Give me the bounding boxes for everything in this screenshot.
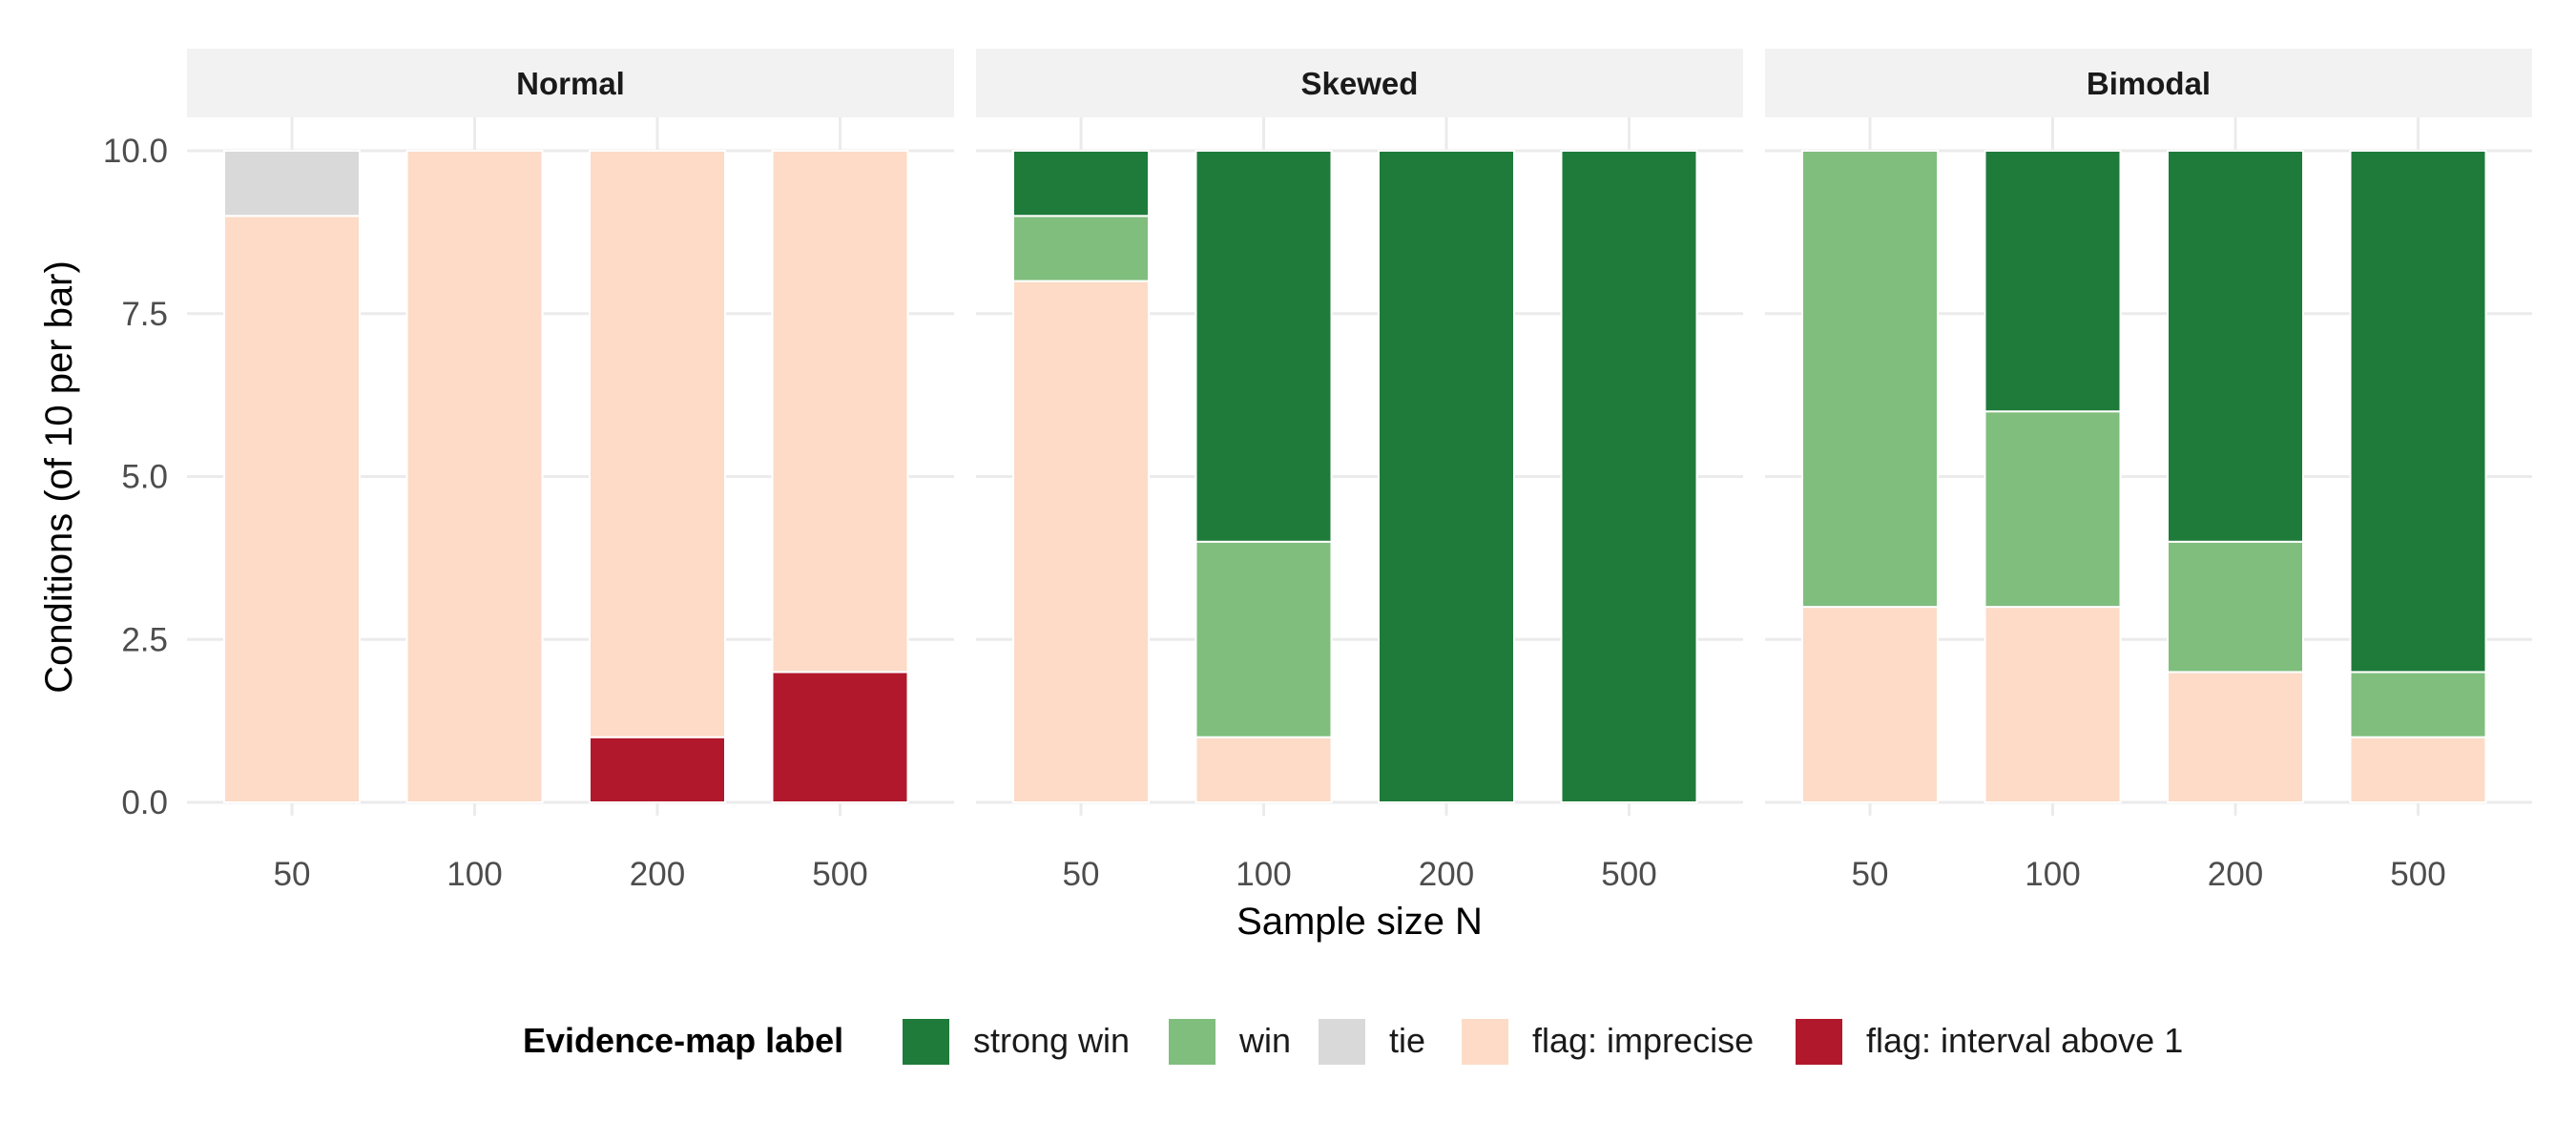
x-tick-label-skewed-200: 200 [1419, 856, 1474, 893]
facet-title-skewed: Skewed [1301, 66, 1419, 101]
bar-segment-skewed-200-strong-win [1378, 150, 1515, 803]
x-tick-label-bimodal-200: 200 [2208, 856, 2263, 893]
bar-segment-bimodal-100-strong-win [1984, 150, 2122, 413]
bar-segment-bimodal-50-win [1801, 150, 1939, 609]
x-tick-label-normal-50: 50 [274, 856, 311, 893]
x-tick-label-bimodal-50: 50 [1852, 856, 1889, 893]
bar-segment-skewed-100-win [1195, 540, 1333, 738]
facet-panel-normal: Normal 50 100 200 500 [187, 49, 954, 893]
facet-panel-skewed: Skewed 50 100 200 500 [976, 49, 1743, 893]
bar-segment-normal-200-flag-interval-above-1 [589, 736, 726, 804]
legend-key-tie [1319, 1019, 1365, 1065]
bar-segment-skewed-50-win [1012, 215, 1150, 282]
bar-segment-bimodal-50-flag-imprecise [1801, 606, 1939, 803]
y-axis-title: Conditions (of 10 per bar) [38, 260, 80, 694]
facet-strip-bimodal [1765, 49, 2532, 117]
legend: Evidence-map label strong win win tie flag: … [523, 1019, 2183, 1065]
legend-label-strong-win: strong win [973, 1021, 1130, 1060]
y-tick-label: 2.5 [121, 621, 168, 658]
legend-label-win: win [1238, 1021, 1291, 1060]
legend-label-flag-interval-above-1: flag: interval above 1 [1866, 1021, 2183, 1060]
bar-segment-normal-50-flag-imprecise [223, 215, 361, 804]
bar-segment-bimodal-100-flag-imprecise [1984, 606, 2122, 803]
bar-segment-skewed-100-flag-imprecise [1195, 736, 1333, 804]
x-tick-label-bimodal-500: 500 [2390, 856, 2445, 893]
legend-label-tie: tie [1389, 1021, 1425, 1060]
y-tick-label: 7.5 [121, 296, 168, 333]
y-tick-label: 10.0 [103, 133, 168, 170]
x-tick-label-skewed-500: 500 [1601, 856, 1656, 893]
facet-strip-skewed [976, 49, 1743, 117]
legend-key-win [1169, 1019, 1215, 1065]
legend-key-flag-imprecise [1462, 1019, 1508, 1065]
facet-title-bimodal: Bimodal [2087, 66, 2211, 101]
bar-segment-normal-50-tie [223, 150, 361, 218]
bar-segment-bimodal-500-flag-imprecise [2349, 736, 2487, 804]
facet-strip-normal [187, 49, 954, 117]
bar-segment-bimodal-100-win [1984, 410, 2122, 609]
bar-segment-normal-200-flag-imprecise [589, 150, 726, 738]
y-tick-label: 0.0 [121, 784, 168, 821]
x-tick-label-skewed-100: 100 [1236, 856, 1291, 893]
bar-segment-skewed-50-flag-imprecise [1012, 280, 1150, 804]
bar-segment-bimodal-500-win [2349, 671, 2487, 738]
x-axis-title: Sample size N [1236, 901, 1483, 943]
y-tick-label: 5.0 [121, 459, 168, 496]
bar-segment-skewed-100-strong-win [1195, 150, 1333, 543]
x-tick-label-bimodal-100: 100 [2025, 856, 2080, 893]
bar-segment-bimodal-200-win [2167, 540, 2304, 674]
x-tick-label-normal-100: 100 [447, 856, 502, 893]
bar-segment-normal-500-flag-imprecise [771, 150, 909, 674]
legend-title: Evidence-map label [523, 1021, 843, 1060]
bar-segment-skewed-500-strong-win [1560, 150, 1698, 803]
bar-segment-bimodal-500-strong-win [2349, 150, 2487, 674]
facet-title-normal: Normal [516, 66, 625, 101]
x-tick-label-skewed-50: 50 [1063, 856, 1100, 893]
bar-segment-bimodal-200-flag-imprecise [2167, 671, 2304, 804]
x-tick-label-normal-500: 500 [812, 856, 867, 893]
bar-segment-normal-500-flag-interval-above-1 [771, 671, 909, 804]
bar-segment-normal-100-flag-imprecise [405, 150, 544, 803]
legend-label-flag-imprecise: flag: imprecise [1532, 1021, 1754, 1060]
legend-key-strong-win [903, 1019, 949, 1065]
bar-segment-skewed-50-strong-win [1012, 150, 1150, 218]
y-axis: 0.0 2.5 5.0 7.5 10.0 [103, 133, 168, 821]
bar-segment-bimodal-200-strong-win [2167, 150, 2304, 543]
legend-key-flag-interval-above-1 [1796, 1019, 1842, 1065]
x-tick-label-normal-200: 200 [630, 856, 685, 893]
facet-panel-bimodal: Bimodal 50 100 200 500 [1765, 49, 2532, 893]
